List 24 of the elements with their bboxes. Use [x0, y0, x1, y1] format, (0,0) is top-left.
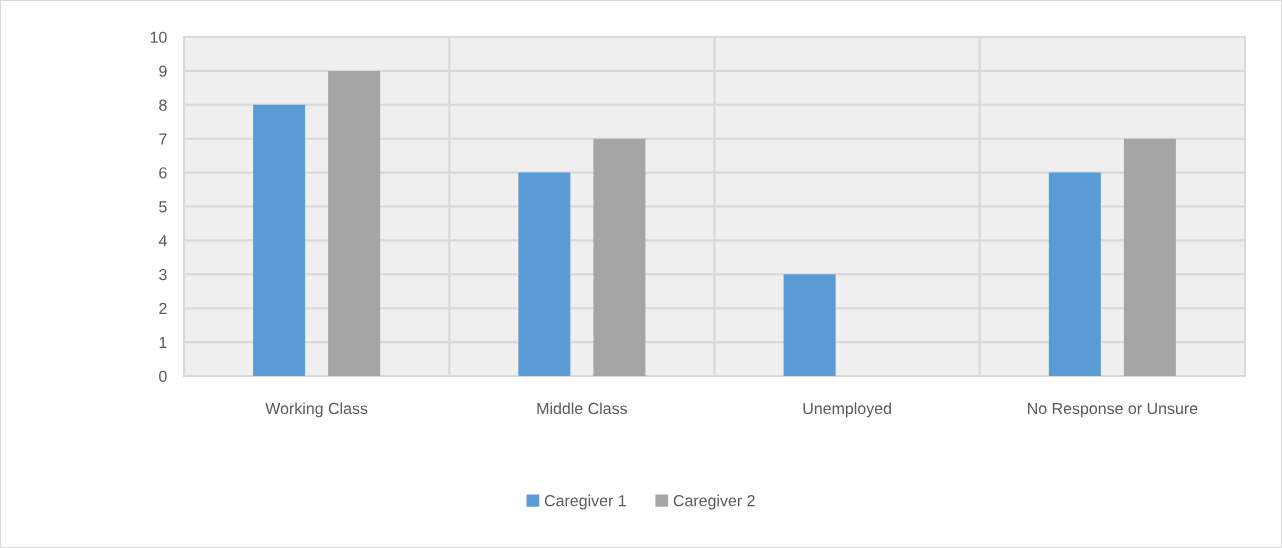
- x-tick-label: Unemployed: [803, 402, 891, 418]
- x-tick-label: Middle Class: [537, 402, 628, 415]
- y-tick-label: 9: [159, 65, 167, 77]
- bar: [328, 70, 381, 376]
- y-tick-label: 0: [159, 370, 167, 382]
- bar: [1048, 172, 1101, 376]
- bar: [518, 172, 571, 376]
- bar: [783, 274, 836, 376]
- x-tick-label: No Response or Unsure: [1028, 402, 1198, 418]
- y-tick-label: 1: [159, 336, 167, 348]
- y-tick-label: 8: [159, 99, 167, 111]
- y-tick-label: 7: [159, 133, 167, 145]
- bar: [1123, 138, 1176, 376]
- y-tick-label: 5: [159, 201, 167, 213]
- y-tick-label: 2: [159, 302, 167, 314]
- y-tick-label: 6: [159, 167, 167, 179]
- y-tick-label: 10: [150, 31, 167, 43]
- bar: [253, 104, 306, 376]
- y-tick-label: 3: [159, 268, 167, 281]
- legend-label: Caregiver 1: [544, 494, 626, 510]
- y-tick-label: 4: [158, 235, 167, 247]
- bar: [593, 138, 646, 376]
- x-tick-label: Working Class: [265, 402, 368, 418]
- legend-label: Caregiver 2: [673, 494, 755, 510]
